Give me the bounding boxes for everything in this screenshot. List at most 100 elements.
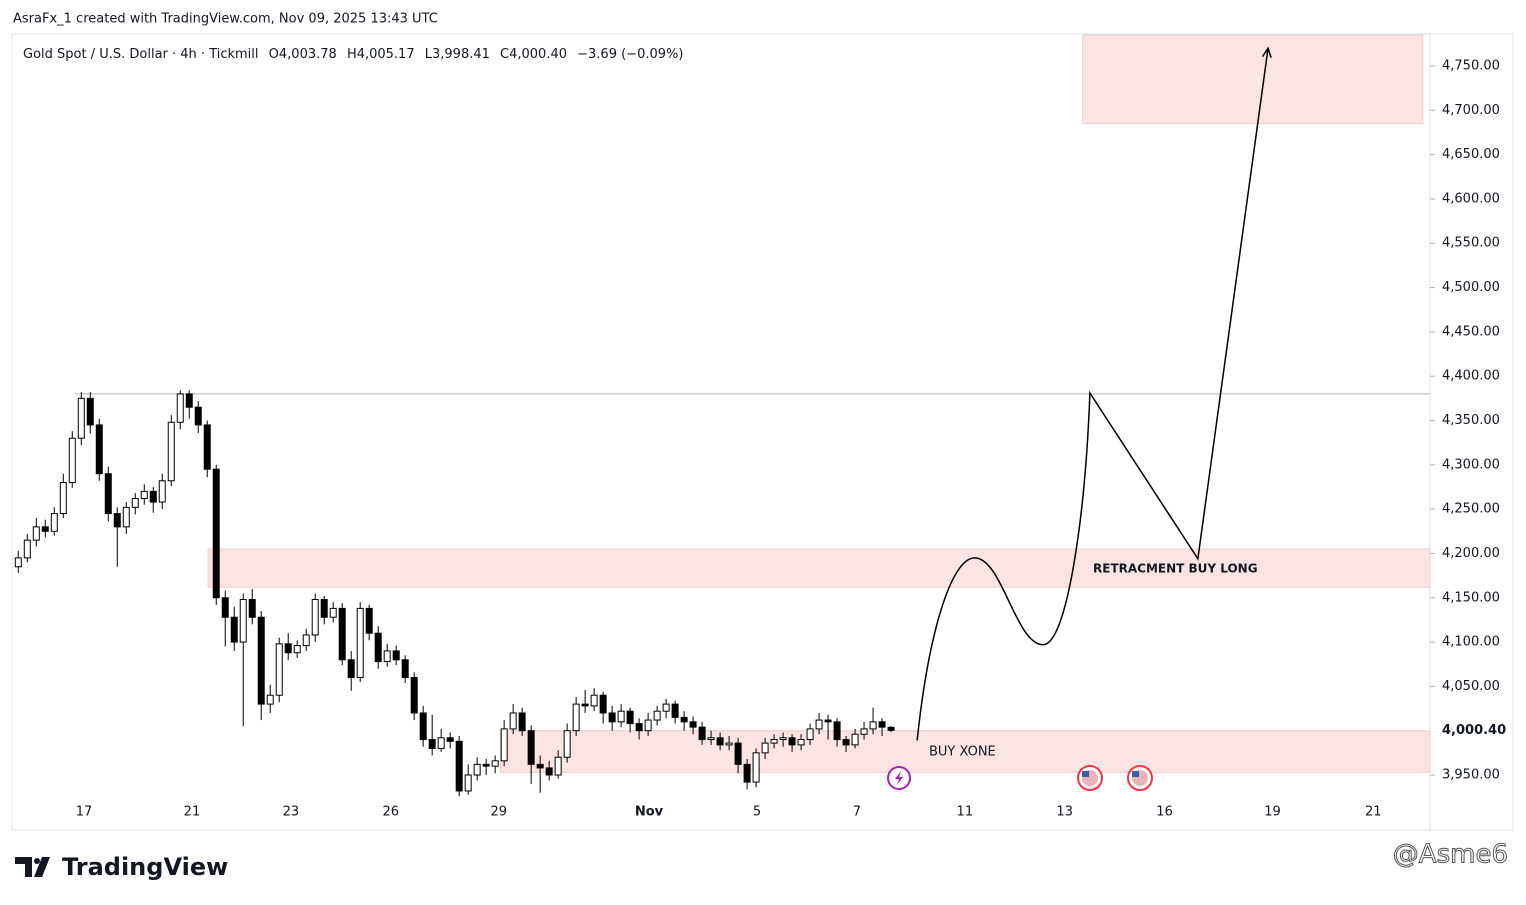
event-icon — [1127, 765, 1153, 791]
x-tick-label: 19 — [1264, 805, 1281, 820]
candle-body — [131, 497, 139, 508]
candle-body — [86, 397, 94, 426]
x-tick-label: 11 — [957, 805, 974, 820]
y-tick-label: 4,750.00 — [1442, 58, 1500, 73]
candle-body — [662, 703, 670, 712]
y-tick-label: 4,600.00 — [1442, 191, 1500, 206]
candle-body — [797, 739, 805, 746]
candle-body — [113, 513, 121, 528]
candle-body — [716, 737, 724, 746]
x-tick-label: 21 — [184, 805, 201, 820]
candle-body — [122, 506, 130, 528]
candle-body — [833, 721, 841, 741]
x-tick-label: 16 — [1156, 805, 1173, 820]
symbol: Gold Spot / U.S. Dollar · 4h · Tickmill — [23, 47, 259, 62]
x-tick-label: 26 — [383, 805, 400, 820]
candle-body — [257, 616, 265, 705]
x-tick-label: 5 — [753, 805, 761, 820]
candle-body — [23, 539, 31, 559]
candle-body — [185, 393, 193, 408]
candle-body — [824, 719, 832, 723]
candle-body — [239, 599, 247, 643]
candle-body — [788, 737, 796, 746]
candle-body — [446, 737, 454, 742]
candle-body — [563, 730, 571, 758]
candle-body — [527, 730, 535, 765]
candle-body — [518, 712, 526, 732]
candle-body — [509, 712, 517, 730]
candle-body — [698, 726, 706, 741]
candle-body — [32, 526, 40, 541]
candle-body — [707, 737, 715, 741]
candle-body — [878, 721, 886, 728]
candle-body — [158, 480, 166, 503]
candle-body — [887, 726, 895, 731]
event-icon — [887, 766, 911, 790]
candle-body — [626, 710, 634, 725]
candle-body — [149, 490, 157, 503]
candle-body — [275, 643, 283, 696]
chart-title: Gold Spot / U.S. Dollar · 4h · Tickmill … — [23, 47, 683, 62]
candle-body — [500, 728, 508, 762]
candle-body — [680, 716, 688, 723]
candle-body — [860, 728, 868, 735]
candle-body — [167, 421, 175, 482]
candle-body — [473, 763, 481, 776]
price-tag: 4,000.40 — [1442, 723, 1506, 738]
candle-body — [212, 468, 220, 599]
zones — [207, 34, 1431, 773]
chart-frame — [11, 33, 1514, 831]
x-tick-label: 21 — [1365, 805, 1382, 820]
candle-body — [14, 557, 22, 568]
candle-body — [356, 607, 364, 679]
candle-body — [410, 677, 418, 714]
candle-body — [374, 632, 382, 663]
y-tick-label: 4,500.00 — [1442, 280, 1500, 295]
ohlc: H4,005.17 — [347, 47, 415, 62]
candle-body — [140, 490, 148, 499]
ohlc: O4,003.78 — [269, 47, 337, 62]
candle-body — [293, 645, 301, 654]
candle-body — [851, 733, 859, 746]
candle-body — [743, 763, 751, 783]
y-tick-label: 4,100.00 — [1442, 635, 1500, 650]
candle-body — [203, 424, 211, 470]
candle-body — [248, 599, 256, 618]
candle-body — [419, 712, 427, 741]
candle-body — [572, 703, 580, 732]
candle-body — [671, 703, 679, 718]
candle-body — [428, 739, 436, 749]
candle-body — [347, 659, 355, 679]
candle-body — [320, 599, 328, 618]
candle-body — [599, 694, 607, 714]
y-tick-label: 4,300.00 — [1442, 457, 1500, 472]
y-tick-label: 4,150.00 — [1442, 590, 1500, 605]
projection-arrowhead — [1261, 46, 1272, 59]
candle-body — [581, 703, 589, 707]
candle-body — [176, 393, 184, 423]
x-tick-label: 29 — [490, 805, 507, 820]
y-tick-label: 4,350.00 — [1442, 413, 1500, 428]
candle-body — [590, 694, 598, 707]
candle-body — [815, 719, 823, 730]
candle-body — [536, 763, 544, 769]
candle-body — [635, 723, 643, 732]
candle-body — [725, 742, 733, 746]
candle-body — [41, 526, 49, 532]
candle-body — [266, 694, 274, 705]
candle-body — [617, 710, 625, 723]
watermark: @Asme6 — [1393, 840, 1508, 870]
annotation: RETRACMENT BUY LONG — [1093, 562, 1258, 576]
candle-body — [221, 597, 229, 618]
ohlc: L3,998.41 — [425, 47, 490, 62]
logo-text: TradingView — [62, 853, 228, 881]
zone — [1082, 34, 1424, 125]
candle-body — [77, 397, 85, 439]
candle-body — [329, 607, 337, 618]
candle-body — [806, 728, 814, 741]
change: −3.69 (−0.09%) — [577, 47, 683, 62]
zone — [207, 548, 1431, 588]
candle-body — [464, 774, 472, 792]
candle-body — [230, 616, 238, 643]
ohlc: C4,000.40 — [500, 47, 567, 62]
